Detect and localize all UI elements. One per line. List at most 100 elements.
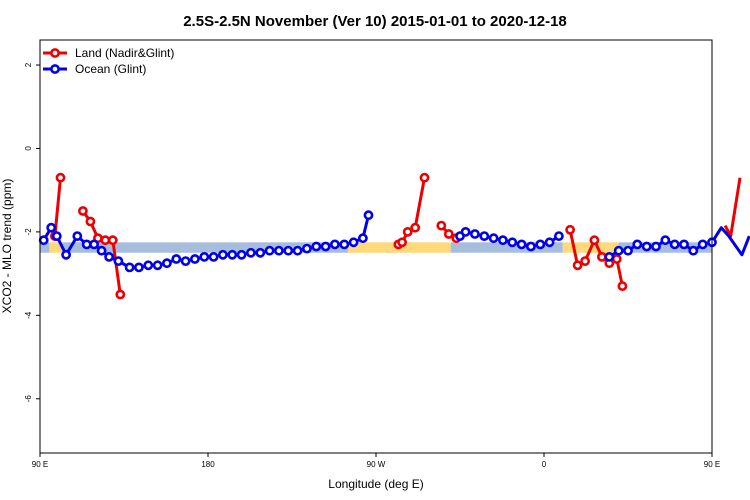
series-1-point-4 xyxy=(72,231,83,241)
series-1-point-3 xyxy=(61,249,71,260)
series-0-point-14 xyxy=(443,229,454,239)
band-1-segment-3 xyxy=(618,242,712,253)
x-tick-label-0: 90 E xyxy=(32,460,48,469)
x-tick-label-2: 90 W xyxy=(367,460,386,469)
series-1-point-13 xyxy=(152,260,163,271)
y-axis: 2 0 -2 -4 -6 xyxy=(24,62,40,402)
series-1-point-40 xyxy=(479,231,490,241)
series-1-point-46 xyxy=(535,239,546,250)
series-0-point-16 xyxy=(565,224,575,235)
y-tick-label-3: -4 xyxy=(24,311,33,319)
series-0-point-2 xyxy=(78,206,88,216)
series-1-point-9 xyxy=(113,256,124,266)
series-1-point-26 xyxy=(273,245,284,256)
y-axis-label: XCO2 - MLO trend (ppm) xyxy=(0,179,14,314)
series-1-point-33 xyxy=(339,239,350,250)
series-0-point-18 xyxy=(580,256,590,266)
series-1-point-7 xyxy=(96,245,107,256)
series-1-point-57 xyxy=(679,239,689,250)
series-1-point-18 xyxy=(199,251,210,262)
series-0-point-22 xyxy=(611,254,622,264)
series-1-point-27 xyxy=(283,245,294,256)
series-1-point-14 xyxy=(161,258,172,269)
series-1-point-53 xyxy=(641,241,652,252)
series-1-point-36 xyxy=(363,210,374,221)
x-axis: 90 E 180 90 W 0 90 E xyxy=(32,453,720,469)
series-0-point-1 xyxy=(55,172,66,183)
series-1-point-51 xyxy=(623,245,633,256)
x-tick-label-1: 180 xyxy=(201,460,215,469)
series-1-point-17 xyxy=(189,254,200,264)
series-1-point-11 xyxy=(133,262,144,273)
legend-marker-1 xyxy=(50,64,60,74)
series-0-line-5 xyxy=(723,177,742,238)
x-tick-label-4: 90 E xyxy=(704,460,720,469)
series-1-point-10 xyxy=(124,262,135,273)
background-bands xyxy=(40,242,712,253)
series-1-point-8 xyxy=(104,251,114,262)
series-1-point-20 xyxy=(217,249,228,260)
series-1-point-56 xyxy=(669,239,680,250)
series-1-point-2 xyxy=(51,231,62,241)
series-0-point-11 xyxy=(410,222,421,233)
series-0-point-12 xyxy=(419,172,430,183)
series-1-point-30 xyxy=(311,241,322,252)
series-1-point-31 xyxy=(320,241,331,252)
series-1-point-41 xyxy=(488,233,499,244)
x-tick-label-3: 0 xyxy=(542,460,547,469)
series-1-point-28 xyxy=(292,245,303,256)
chart-title: 2.5S-2.5N November (Ver 10) 2015-01-01 t… xyxy=(183,13,567,30)
band-1-segment-0 xyxy=(40,242,50,253)
series-0-point-19 xyxy=(589,235,600,246)
series-1-point-35 xyxy=(357,233,368,244)
y-tick-label-2: -2 xyxy=(24,228,33,236)
series-1-point-43 xyxy=(507,237,518,248)
legend-marker-0 xyxy=(50,48,60,58)
series-0-point-9 xyxy=(397,237,407,248)
series-1-point-47 xyxy=(544,237,555,248)
band-0-segment-0 xyxy=(49,242,63,253)
series-1-point-54 xyxy=(651,241,661,252)
series-1-point-44 xyxy=(516,239,527,250)
series-1-point-59 xyxy=(697,239,708,250)
y-tick-label-4: -6 xyxy=(24,395,33,403)
series-1-point-0 xyxy=(38,235,49,246)
series-1-point-12 xyxy=(143,260,154,271)
series-1-point-24 xyxy=(255,247,266,258)
series-1-point-15 xyxy=(171,254,182,264)
y-tick-label-1: 0 xyxy=(24,146,33,151)
series-0-point-23 xyxy=(617,281,628,291)
series-1-point-29 xyxy=(301,243,312,254)
series-0-point-6 xyxy=(107,235,118,246)
legend: Land (Nadir&Glint) Ocean (Glint) xyxy=(43,46,174,76)
band-1-segment-1 xyxy=(62,242,349,253)
x-axis-label: Longitude (deg E) xyxy=(328,477,423,491)
series-1-point-48 xyxy=(554,231,564,241)
y-tick-label-0: 2 xyxy=(24,62,33,67)
series-1-point-50 xyxy=(613,245,624,256)
series-layer xyxy=(38,172,750,300)
series-0-point-7 xyxy=(115,289,126,300)
series-1-point-19 xyxy=(208,251,219,262)
series-1-point-39 xyxy=(469,229,480,239)
series-0-point-13 xyxy=(436,220,447,231)
legend-label-0: Land (Nadir&Glint) xyxy=(75,46,174,60)
series-1-point-22 xyxy=(236,249,247,260)
series-1-point-55 xyxy=(660,235,671,246)
series-1-point-21 xyxy=(227,249,238,260)
band-1-segment-2 xyxy=(450,242,563,253)
series-0-point-3 xyxy=(85,216,96,227)
series-1-point-58 xyxy=(688,245,699,256)
series-1-point-16 xyxy=(180,256,191,266)
series-1-point-45 xyxy=(526,241,536,252)
series-1-point-34 xyxy=(348,237,359,248)
series-1-point-42 xyxy=(497,235,508,246)
series-1-point-23 xyxy=(245,247,256,258)
series-1-point-25 xyxy=(264,245,275,256)
series-1-point-52 xyxy=(632,239,643,250)
series-1-point-38 xyxy=(460,226,471,237)
series-1-point-49 xyxy=(604,251,615,262)
series-0-point-17 xyxy=(572,260,583,271)
series-1-point-1 xyxy=(46,222,57,233)
